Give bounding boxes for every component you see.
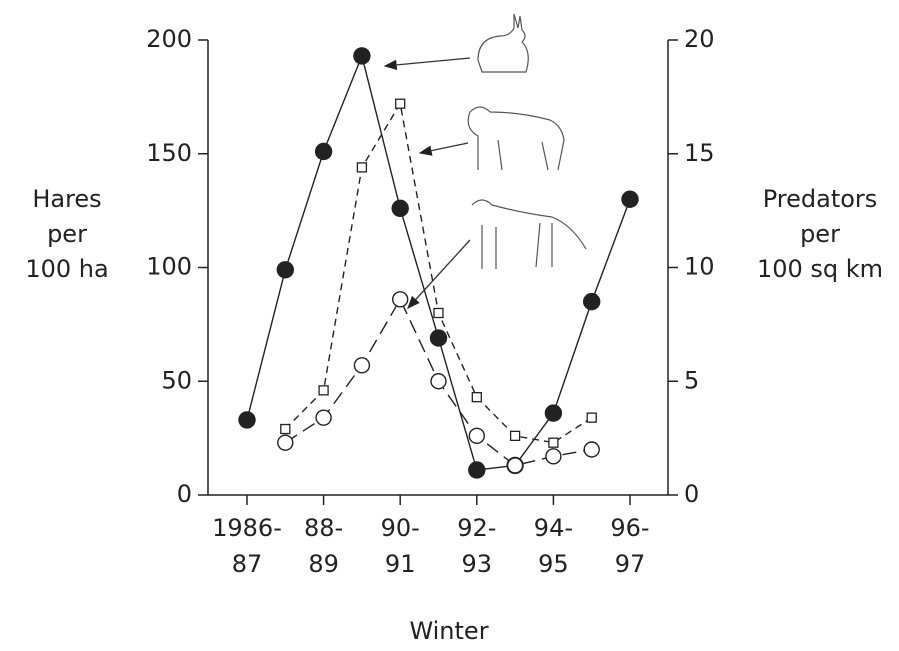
point (509, 430, 521, 442)
point (353, 357, 371, 374)
axis-title-line: per (47, 220, 87, 248)
y2-tick-label: 5 (684, 366, 699, 394)
y2-tick-label: 15 (684, 139, 715, 167)
point (276, 261, 294, 279)
point (391, 199, 409, 218)
point (586, 412, 597, 423)
axis-title-line: per (800, 220, 840, 248)
y-tick-label: 150 (146, 139, 192, 167)
y2-tick-label: 10 (684, 253, 715, 281)
point (277, 434, 294, 451)
point (395, 98, 406, 109)
point (621, 190, 639, 208)
x-tick-label: 94-95 (534, 514, 573, 578)
point (315, 409, 332, 426)
axis-title: Hares per 100 ha (25, 185, 108, 283)
axis-title: Predators per 100 sq km (757, 185, 883, 283)
point (353, 47, 371, 65)
point (506, 457, 524, 474)
animal-icons (467, 13, 587, 269)
point (545, 448, 562, 465)
point (583, 292, 601, 311)
axis-title-line: 100 ha (25, 255, 108, 283)
annotation-arrows (383, 57, 471, 309)
point (471, 392, 482, 403)
y-tick-label: 200 (146, 25, 192, 53)
point (280, 423, 291, 435)
x-tick-label: 96-97 (610, 514, 649, 578)
point (314, 142, 333, 161)
y2-tick-label: 20 (684, 25, 715, 53)
point (433, 307, 444, 319)
series-line (246, 53, 631, 471)
axis-title-line: Predators (763, 185, 878, 213)
point (468, 461, 486, 479)
y-tick-label: 0 (177, 480, 192, 508)
point (238, 411, 256, 429)
x-axis-title: Winter (409, 617, 488, 645)
point (548, 437, 559, 448)
x-tick-label: 90-91 (381, 514, 420, 578)
axis-title-line: 100 sq km (757, 255, 883, 283)
point (430, 373, 447, 390)
x-tick-label: 88-89 (304, 514, 343, 578)
y-tick-label: 100 (146, 253, 192, 281)
point (468, 427, 485, 445)
axis-title-line: Hares (32, 185, 101, 213)
y-tick-label: 50 (161, 366, 192, 394)
point (356, 162, 368, 173)
x-tick-label: 92-93 (457, 514, 496, 578)
point (544, 404, 563, 422)
point (583, 441, 600, 458)
point (392, 291, 409, 308)
y2-tick-label: 0 (684, 480, 699, 508)
point (429, 329, 448, 347)
point (318, 385, 329, 396)
x-tick-label: 1986-87 (212, 514, 282, 578)
